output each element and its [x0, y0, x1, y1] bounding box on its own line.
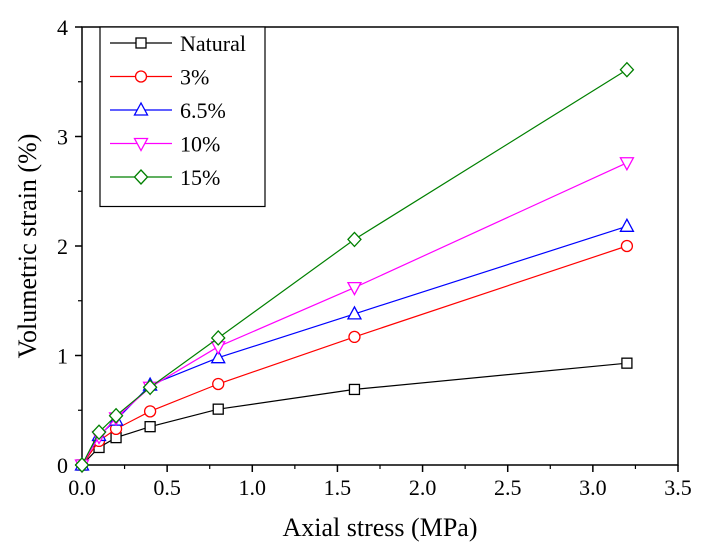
y-tick-label-3: 3: [57, 125, 68, 150]
series-2: [74, 217, 635, 471]
series-0: [76, 357, 633, 471]
x-tick-label-2: 1.0: [239, 475, 267, 500]
legend-item-2: 6.5%: [110, 98, 226, 123]
legend-label-4: 15%: [180, 165, 220, 190]
data-point-0-6: [621, 357, 633, 369]
legend-label-1: 3%: [180, 65, 209, 90]
data-point-4-3: [142, 379, 158, 396]
legend-label-3: 10%: [180, 132, 220, 157]
legend-marker-1: [134, 70, 148, 83]
data-point-0-4: [212, 403, 224, 415]
series-1: [75, 239, 634, 472]
legend-item-1: 3%: [110, 65, 209, 90]
data-point-1-3: [143, 405, 157, 418]
data-point-4-5: [347, 231, 362, 248]
data-point-0-5: [348, 383, 361, 396]
series-line-0: [81, 362, 627, 466]
data-point-3-5: [346, 281, 363, 296]
legend-label-0: Natural: [180, 31, 246, 56]
data-point-4-2: [108, 407, 124, 424]
y-tick-label-4: 4: [57, 15, 68, 40]
x-tick-label-5: 2.5: [494, 475, 522, 500]
x-axis: 0.0 0.5 1.0 1.5 2.0 2.5 3.0 3.5: [68, 465, 692, 500]
data-point-1-5: [348, 330, 361, 344]
x-tick-label-1: 0.5: [153, 475, 181, 500]
x-axis-title: Axial stress (MPa): [283, 513, 478, 542]
y-axis: 0 1 2 3 4: [57, 15, 82, 478]
series-4: [74, 61, 635, 473]
x-tick-label-6: 3.0: [579, 475, 607, 500]
x-tick-label-0: 0.0: [68, 475, 96, 500]
data-point-2-6: [619, 217, 635, 232]
legend-marker-2: [133, 101, 149, 116]
y-tick-label-1: 1: [57, 344, 68, 369]
data-point-4-4: [210, 330, 226, 346]
y-axis-title: Volumetric strain (%): [13, 134, 42, 359]
series-line-2: [81, 225, 628, 466]
data-point-2-4: [210, 349, 226, 364]
legend-marker-3: [133, 137, 149, 152]
data-point-3-6: [619, 157, 635, 172]
data-point-1-6: [620, 239, 634, 253]
legend-item-3: 10%: [110, 132, 220, 157]
data-point-2-5: [346, 305, 363, 320]
data-point-1-4: [212, 377, 225, 391]
x-tick-label-7: 3.5: [664, 475, 692, 500]
legend-item-4: 15%: [110, 165, 220, 190]
x-tick-label-4: 2.0: [409, 475, 437, 500]
legend-label-2: 6.5%: [180, 98, 226, 123]
data-point-0-3: [144, 421, 156, 433]
y-tick-label-0: 0: [57, 453, 68, 478]
data-point-4-6: [619, 61, 635, 78]
legend: Natural 3% 6.5% 10% 15%: [99, 26, 266, 208]
data-point-4-1: [91, 424, 107, 441]
legend-marker-0: [135, 37, 147, 49]
series-layer: [74, 61, 635, 474]
legend-item-0: Natural: [110, 31, 246, 56]
y-tick-label-2: 2: [57, 234, 68, 259]
data-point-4-0: [74, 457, 90, 473]
legend-marker-4: [133, 169, 149, 185]
x-tick-label-3: 1.5: [324, 475, 352, 500]
series-line-1: [81, 245, 628, 466]
